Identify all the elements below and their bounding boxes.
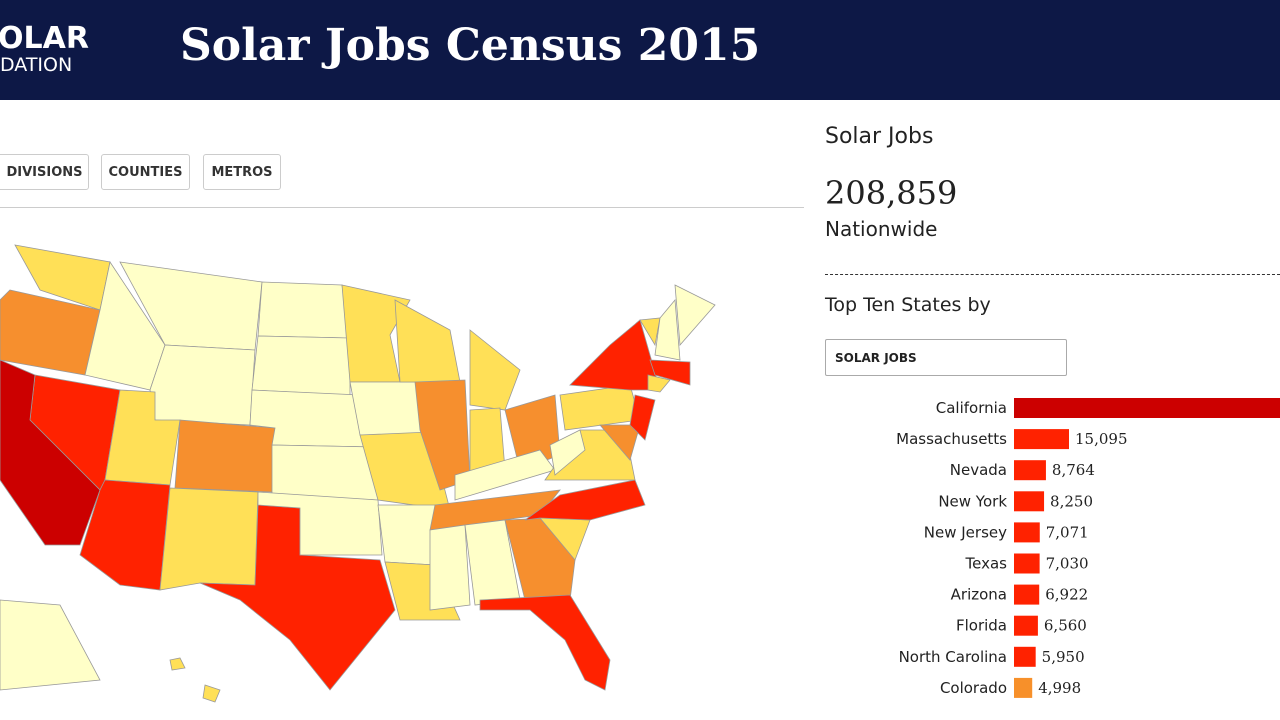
value-label: 4,998 xyxy=(1038,679,1081,697)
category-label: Nevada xyxy=(950,461,1007,479)
bar xyxy=(1014,553,1040,574)
bar xyxy=(1014,584,1040,605)
divider xyxy=(0,207,804,208)
value-label: 5,950 xyxy=(1042,648,1085,666)
bar xyxy=(1014,615,1038,636)
logo-line: OLAR xyxy=(0,21,89,56)
logo-line: DATION xyxy=(0,54,73,76)
value-label: 6,560 xyxy=(1044,617,1087,635)
bar xyxy=(1014,646,1036,667)
total-jobs: 208,859 xyxy=(825,174,958,212)
category-label: New Jersey xyxy=(924,523,1007,541)
page-title: Solar Jobs Census 2015 xyxy=(180,20,761,71)
category-label: Colorado xyxy=(940,679,1007,697)
us-map xyxy=(0,244,716,703)
value-label: 7,030 xyxy=(1046,555,1089,573)
bar xyxy=(1014,460,1046,481)
ranking-label: Top Ten States by xyxy=(825,294,991,316)
category-label: North Carolina xyxy=(899,648,1007,666)
category-label: New York xyxy=(938,492,1007,510)
bar xyxy=(1014,522,1040,543)
divider xyxy=(825,274,1280,275)
logo[interactable]: OLAR DATION xyxy=(0,24,89,75)
bar xyxy=(1014,491,1045,512)
category-label: Texas xyxy=(965,555,1008,573)
states xyxy=(0,244,716,703)
value-label: 8,250 xyxy=(1050,492,1093,510)
tab[interactable]: COUNTIES xyxy=(101,154,190,190)
panel-heading: Solar Jobs xyxy=(825,124,934,149)
value-label: 15,095 xyxy=(1075,430,1128,448)
value-label: 8,764 xyxy=(1052,461,1095,479)
bar xyxy=(1014,398,1280,418)
header: OLAR DATION Solar Jobs Census 2015 xyxy=(0,0,1280,100)
category-label: Arizona xyxy=(951,586,1007,604)
tab[interactable]: DIVISIONS xyxy=(0,154,89,190)
bar xyxy=(1014,677,1033,698)
value-label: 6,922 xyxy=(1045,586,1088,604)
scope: Nationwide xyxy=(825,217,938,241)
metric-dropdown[interactable]: SOLAR JOBS xyxy=(825,339,1067,376)
tab[interactable]: METROS xyxy=(203,154,281,190)
category-label: Florida xyxy=(956,617,1007,635)
category-label: California xyxy=(936,399,1007,417)
value-label: 7,071 xyxy=(1046,523,1089,541)
category-label: Massachusetts xyxy=(896,430,1007,448)
bar xyxy=(1014,429,1069,450)
